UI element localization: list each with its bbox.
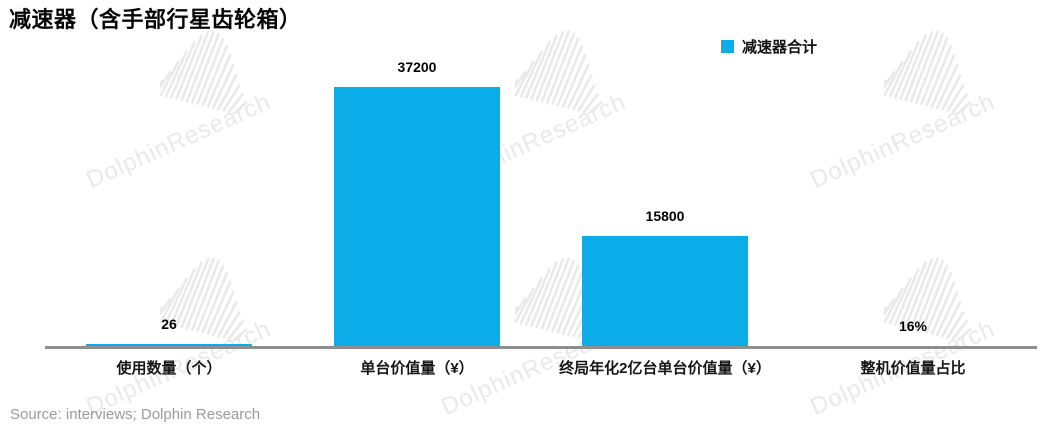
bar-value-label: 37200 — [397, 59, 437, 75]
watermark-tile: DolphinResearch — [806, 257, 1022, 422]
x-axis-label: 单台价值量（¥） — [360, 360, 474, 377]
x-axis-line — [45, 346, 1037, 349]
watermark-tile: DolphinResearch — [82, 30, 298, 195]
bar-2 — [334, 87, 500, 346]
watermark-text: DolphinResearch — [806, 88, 1000, 194]
bar-value-label: 16% — [898, 318, 928, 334]
watermark-text: DolphinResearch — [82, 88, 276, 194]
bar-3 — [582, 236, 748, 346]
x-axis-label: 终局年化2亿台单台价值量（¥） — [559, 360, 771, 377]
dolphin-logo-watermark — [515, 30, 603, 115]
source-note: Source: interviews; Dolphin Research — [10, 406, 261, 423]
chart-title: 减速器（含手部行星齿轮箱） — [9, 7, 302, 32]
watermark-tile: DolphinResearch — [806, 30, 1022, 195]
dolphin-logo-watermark — [884, 30, 972, 115]
legend-swatch — [721, 40, 734, 53]
legend: 减速器合计 — [721, 36, 817, 57]
x-axis-label: 使用数量（个） — [116, 360, 222, 377]
legend-label: 减速器合计 — [742, 39, 818, 56]
bar-value-label: 26 — [161, 316, 177, 332]
bar-1 — [86, 344, 252, 346]
bar-value-label: 15800 — [645, 208, 685, 224]
x-axis-label: 整机价值量占比 — [860, 360, 966, 377]
dolphin-logo-watermark — [160, 30, 248, 115]
watermark-tile: DolphinResearch — [82, 257, 298, 422]
